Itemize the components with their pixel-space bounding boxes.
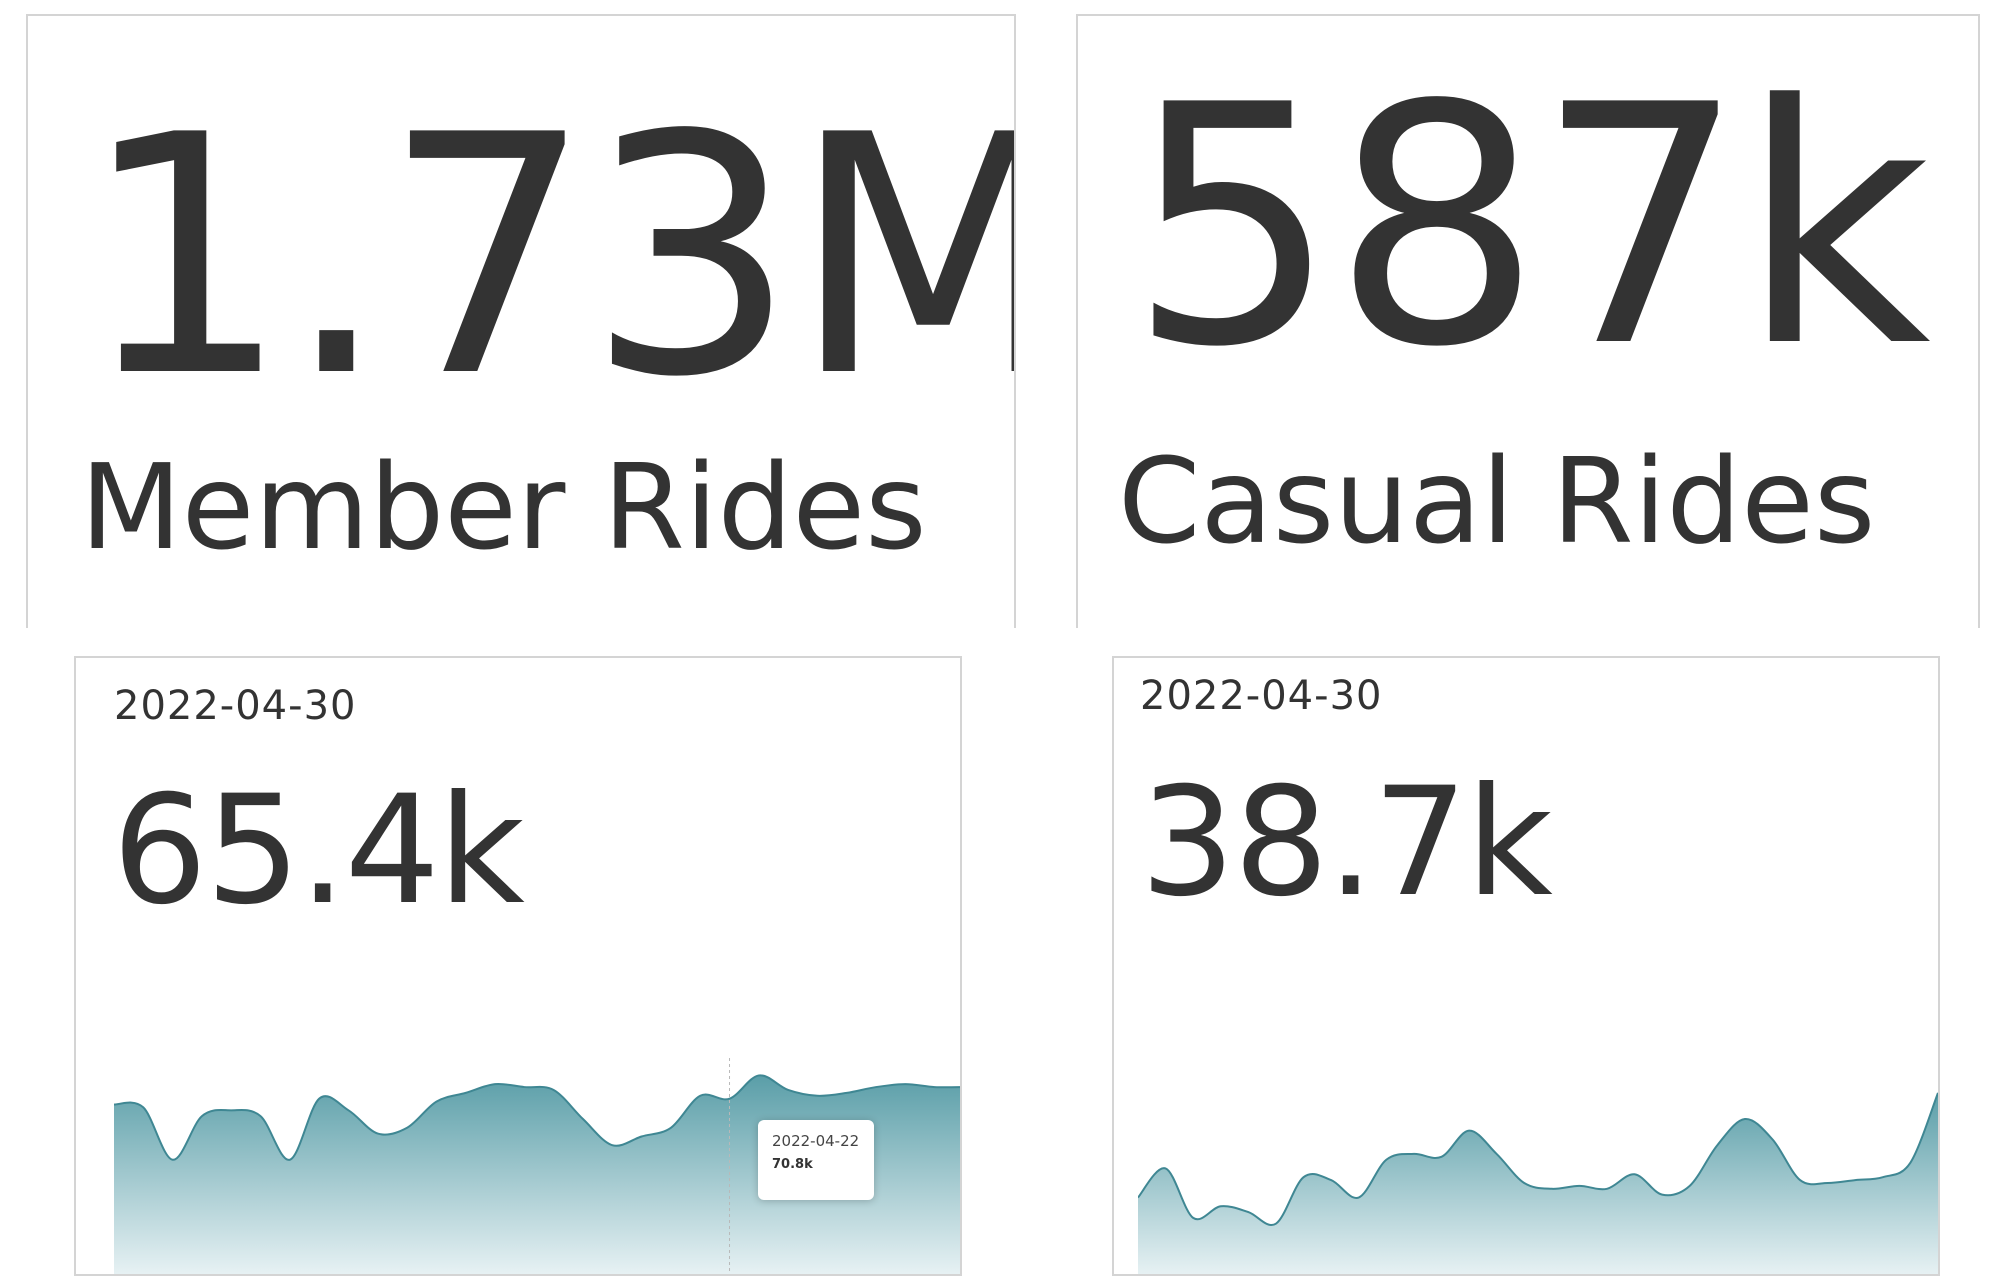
casual-sparkline-area xyxy=(1138,1092,1938,1274)
casual-sparkline-line xyxy=(1138,1092,1938,1226)
casual-rides-card: 587k Casual Rides xyxy=(1076,14,1980,628)
casual-sparkline-card: 2022-04-30 38.7k xyxy=(1112,656,1940,1276)
member-sparkline-card: 2022-04-30 65.4k 2022-04-22 70.8k xyxy=(74,656,962,1276)
member-rides-label: Member Rides xyxy=(80,438,927,576)
casual-sparkline-chart[interactable] xyxy=(1138,1058,1938,1276)
casual-sparkline-value: 38.7k xyxy=(1140,756,1553,930)
member-sparkline-date: 2022-04-30 xyxy=(114,683,357,729)
casual-rides-value: 587k xyxy=(1128,35,1931,419)
member-sparkline-area xyxy=(114,1075,960,1274)
tooltip-value: 70.8k xyxy=(772,1157,813,1172)
member-rides-card: 1.73M Member Rides xyxy=(26,14,1016,628)
casual-rides-label: Casual Rides xyxy=(1118,432,1876,570)
member-sparkline-line xyxy=(114,1074,960,1161)
member-sparkline-value: 65.4k xyxy=(112,764,525,938)
casual-sparkline-date: 2022-04-30 xyxy=(1140,673,1383,719)
tooltip-date: 2022-04-22 xyxy=(772,1132,860,1150)
member-sparkline-tooltip: 2022-04-22 70.8k xyxy=(758,1120,874,1200)
member-rides-value: 1.73M xyxy=(80,65,1016,449)
member-sparkline-chart[interactable] xyxy=(114,1058,962,1276)
